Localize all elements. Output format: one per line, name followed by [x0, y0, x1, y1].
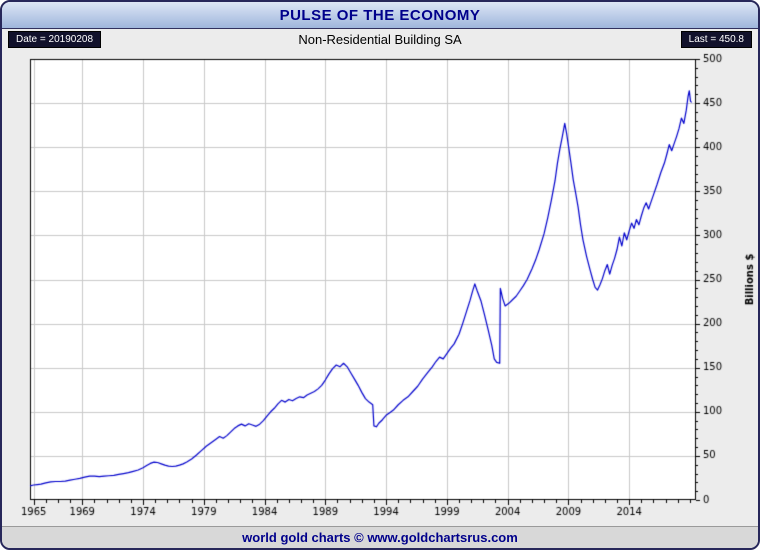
chart-area: [2, 49, 758, 526]
footer-credit: world gold charts © www.goldchartsrus.co…: [242, 530, 518, 545]
chart-subheader: Date = 20190208 Non-Residential Building…: [2, 29, 758, 49]
chart-subtitle: Non-Residential Building SA: [298, 31, 462, 47]
page-title: PULSE OF THE ECONOMY: [279, 6, 481, 24]
chart-canvas: [2, 49, 758, 526]
date-badge: Date = 20190208: [8, 31, 102, 48]
last-value-badge: Last = 450.8: [680, 31, 752, 48]
footer-bar: world gold charts © www.goldchartsrus.co…: [2, 526, 758, 548]
title-bar: PULSE OF THE ECONOMY: [2, 2, 758, 29]
